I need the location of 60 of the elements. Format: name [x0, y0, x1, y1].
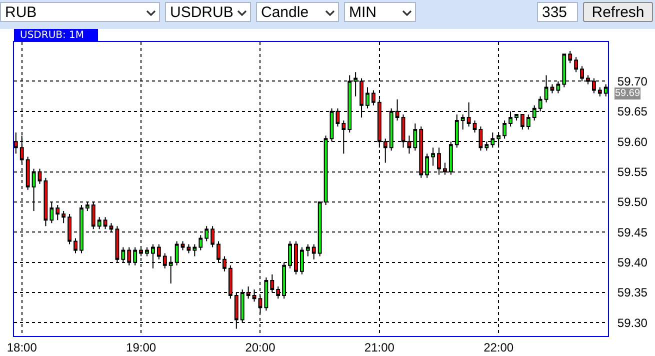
- candlestick: [366, 86, 370, 109]
- text: MIN: [349, 4, 376, 21]
- candlestick: [192, 244, 197, 257]
- candlestick: [127, 246, 132, 266]
- candlestick: [145, 246, 149, 257]
- y-tick-label: 59.35: [617, 286, 648, 300]
- text: Refresh: [592, 4, 644, 21]
- candlestick: [502, 120, 507, 140]
- y-tick-label: 59.50: [617, 195, 648, 210]
- annotation: 59.69: [615, 88, 640, 99]
- x-tick-label: 20:00: [245, 340, 276, 354]
- candlestick: [26, 156, 30, 190]
- candlestick: [44, 177, 48, 227]
- y-tick-label: 59.30: [617, 316, 648, 330]
- candlestick: [550, 84, 554, 94]
- x-tick-label: 18:00: [6, 340, 38, 354]
- candlestick: [68, 214, 72, 245]
- candlestick: [472, 120, 477, 134]
- candlestick: [312, 244, 316, 260]
- chart-title: USDRUB: 1M: [14, 29, 98, 42]
- candlestick: [80, 204, 84, 254]
- candlestick: [168, 256, 173, 284]
- candlestick: [526, 114, 530, 130]
- candlestick: [186, 244, 191, 254]
- candlestick: [306, 244, 310, 257]
- candlestick: [514, 114, 518, 121]
- candlestick: [162, 252, 167, 269]
- text: Candle: [261, 4, 309, 21]
- text: 335: [542, 4, 568, 21]
- x-tick-label: 22:00: [484, 340, 514, 354]
- y-tick-label: 59.65: [617, 104, 648, 119]
- candlestick: [198, 234, 203, 251]
- y-tick-label: 59.60: [617, 134, 648, 149]
- x-tick-label: 19:00: [126, 340, 156, 354]
- candlestick: [56, 204, 60, 221]
- candlestick: [568, 50, 572, 64]
- candlestick: [520, 114, 524, 130]
- candlestick: [431, 147, 435, 166]
- candlestick: [174, 240, 179, 266]
- y-tick-label: 59.45: [617, 225, 648, 240]
- candlestick: [574, 56, 578, 73]
- candlestick: [460, 114, 465, 130]
- y-tick-label: 59.40: [617, 256, 648, 270]
- candlestick: [604, 84, 608, 97]
- y-tick-label: 59.55: [617, 164, 648, 179]
- y-tick-label: 59.70: [617, 74, 648, 88]
- candlestick: [156, 244, 161, 260]
- candlestick: [62, 210, 66, 224]
- x-tick-label: 21:00: [364, 340, 395, 354]
- text: RUB: [5, 4, 37, 21]
- candlestick: [371, 90, 376, 106]
- candlestick: [598, 86, 602, 97]
- candlestick: [103, 216, 108, 230]
- text: USDRUB: [170, 4, 234, 21]
- candlestick: [180, 240, 185, 251]
- candlestick: [14, 132, 18, 154]
- candlestick: [38, 168, 42, 184]
- candlestick: [133, 246, 138, 266]
- candlestick: [74, 238, 78, 254]
- candlestick: [97, 216, 102, 230]
